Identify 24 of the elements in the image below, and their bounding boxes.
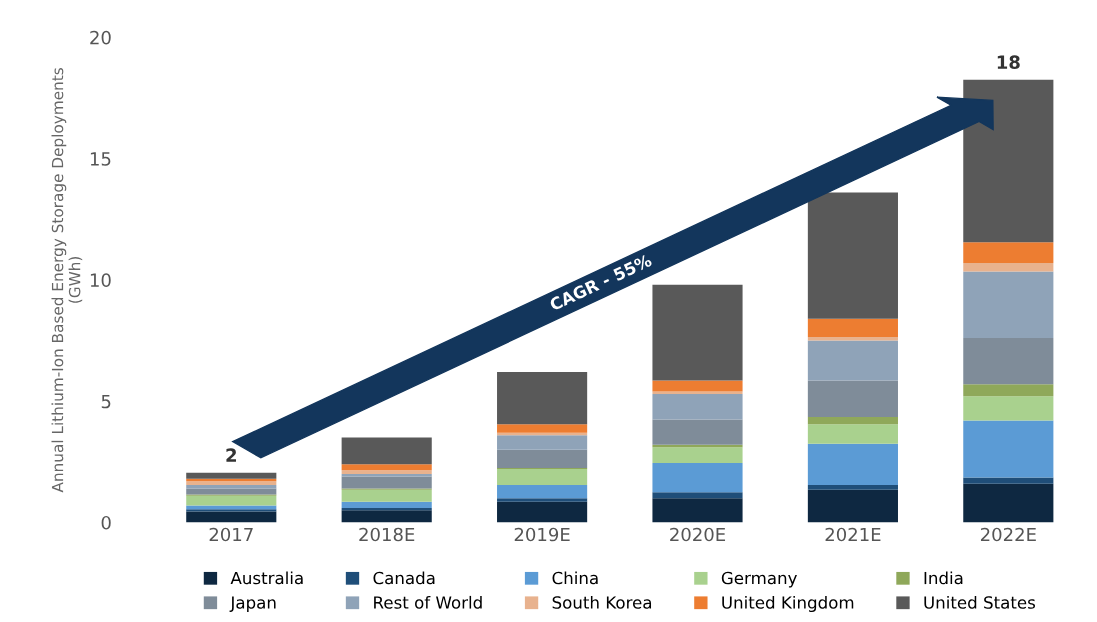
legend-label: United States — [924, 595, 1036, 609]
legend-label: Japan — [229, 596, 276, 613]
x-tick-label: 2022E — [980, 527, 1036, 542]
legend-label: Canada — [373, 571, 435, 585]
legend-label: Australia — [230, 571, 303, 585]
x-tick-label: 2017 — [209, 527, 253, 542]
x-tick-label: 2019E — [514, 527, 570, 542]
x-tick-label: 2018E — [359, 527, 415, 542]
y-tick-label: 10 — [90, 273, 111, 288]
total-label: 18 — [997, 55, 1020, 69]
legend-label: Germany — [721, 571, 797, 588]
legend-label: United Kingdom — [722, 595, 854, 613]
total-label: 2 — [226, 448, 236, 462]
y-axis-title: Annual Lithium-Ion Based Energy Storage Deployments (GWh) — [51, 68, 83, 493]
legend-label: China — [552, 571, 598, 585]
x-tick-label: 2020E — [670, 527, 726, 542]
y-tick-label: 5 — [101, 394, 111, 409]
x-tick-label: 2021E — [825, 527, 881, 542]
y-tick-label: 0 — [101, 515, 111, 530]
y-tick-label: 15 — [90, 152, 111, 166]
legend-label: South Korea — [552, 595, 652, 609]
legend-label: India — [924, 571, 963, 585]
y-tick-label: 20 — [90, 30, 111, 45]
legend-label: Rest of World — [374, 595, 482, 609]
